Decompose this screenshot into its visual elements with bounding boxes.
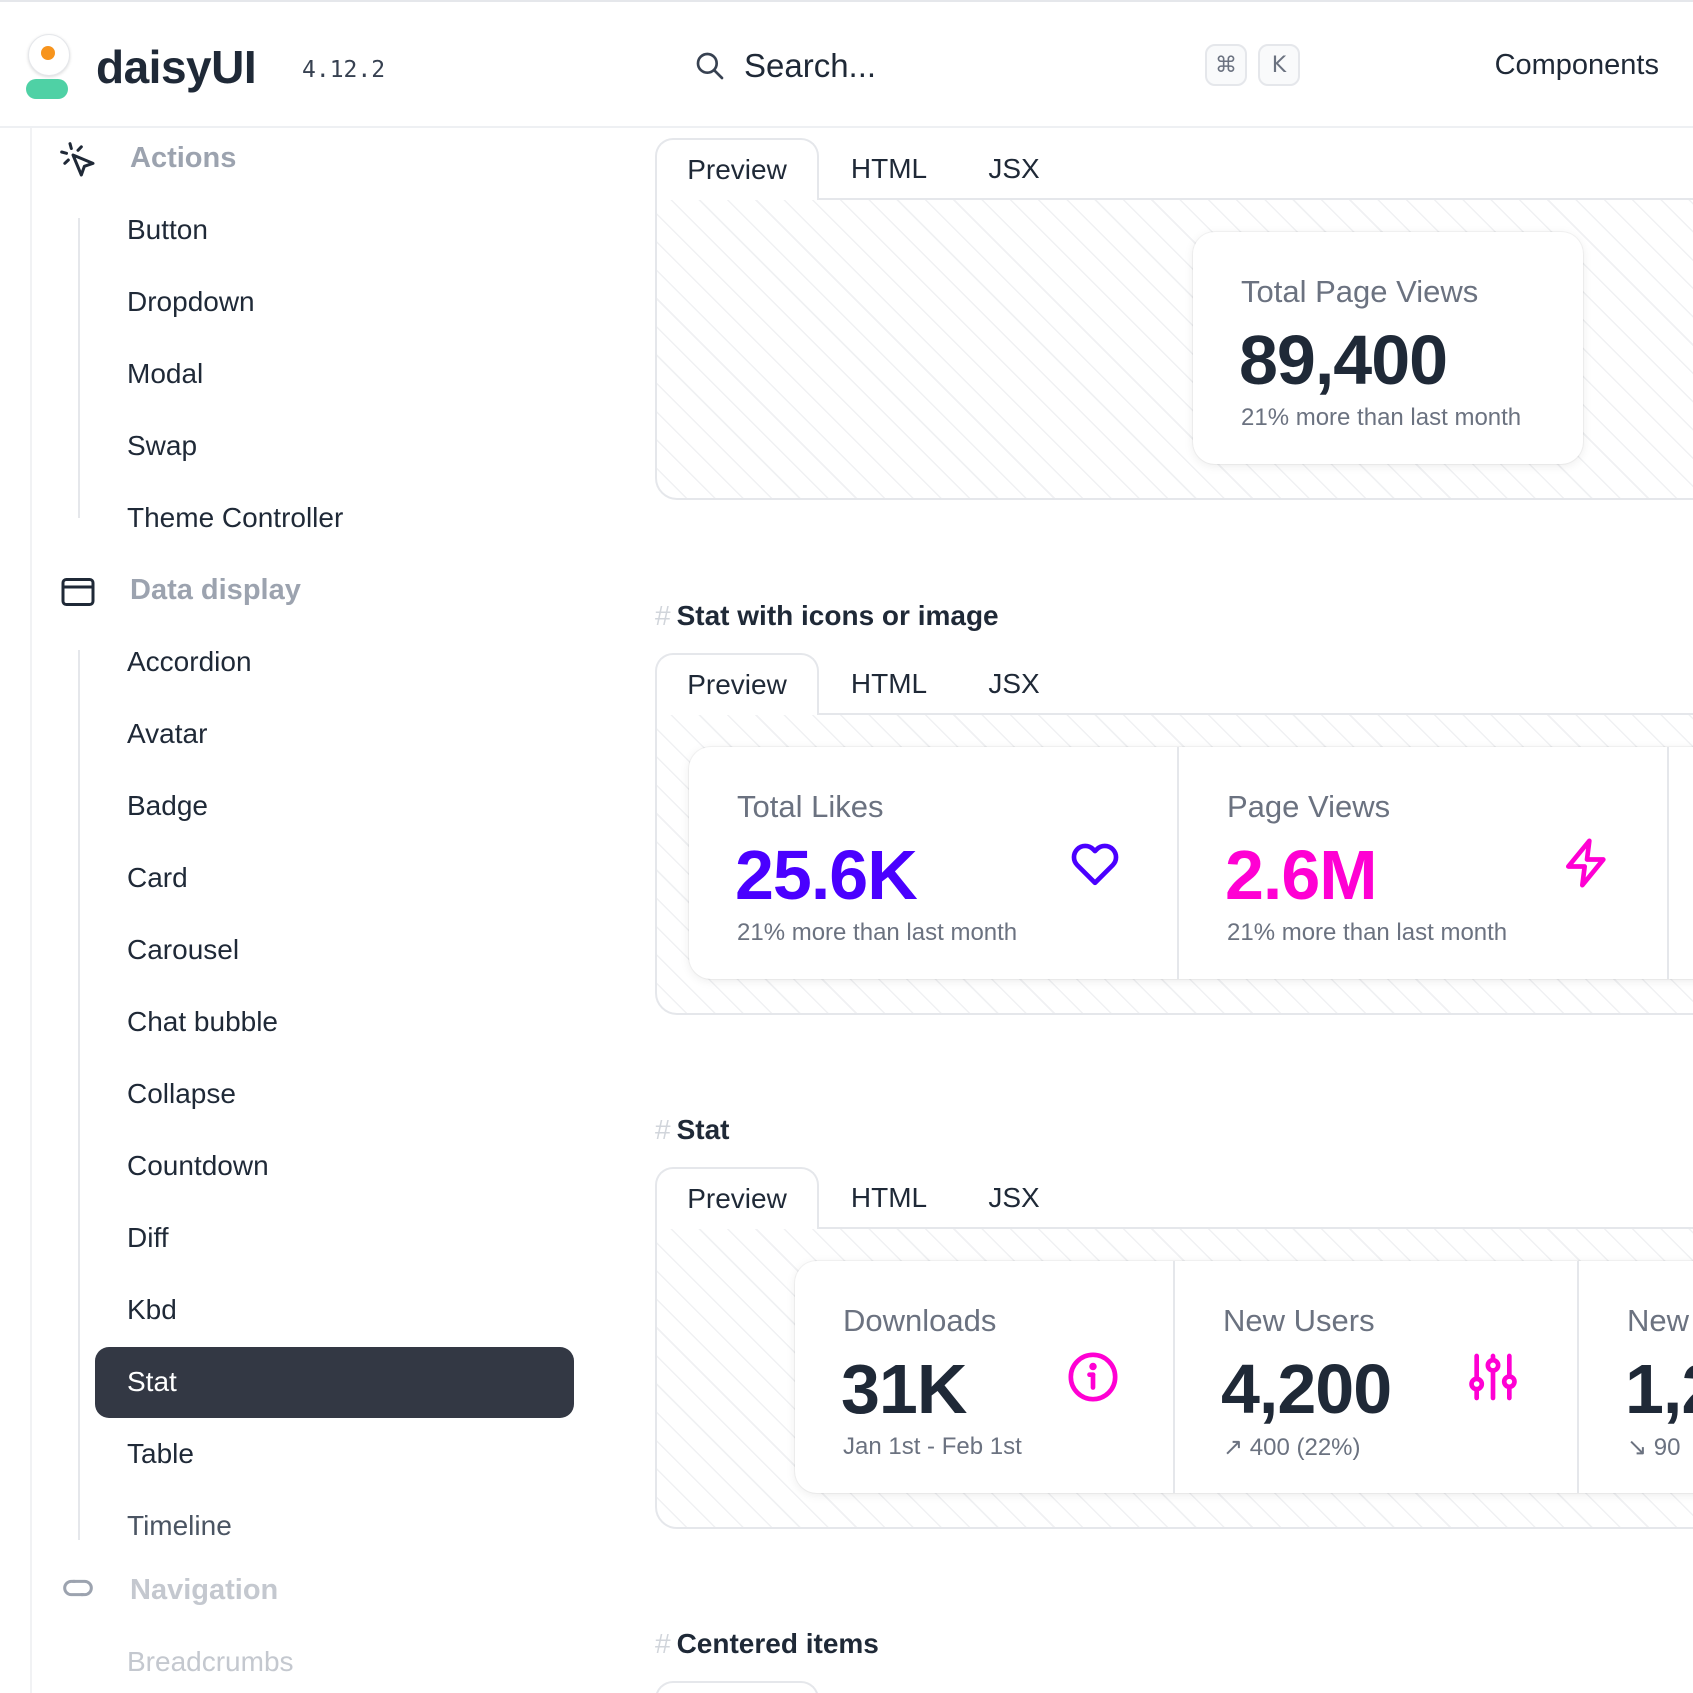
sidebar-item-card[interactable]: Card xyxy=(127,862,188,893)
stat-value: 1,2 xyxy=(1625,1350,1693,1428)
stat-desc: 21% more than last month xyxy=(737,919,1018,946)
link-icon xyxy=(63,1579,93,1597)
tab-html[interactable]: HTML xyxy=(850,1182,928,1213)
stat-desc: Jan 1st - Feb 1st xyxy=(843,1433,1022,1460)
example-block xyxy=(655,1681,1693,1693)
components-link[interactable]: Components xyxy=(1494,49,1659,81)
tab-jsx[interactable]: JSX xyxy=(988,153,1040,184)
stat-total-likes: Total Likes 25.6K 21% more than last mon… xyxy=(689,747,1177,979)
sidebar-subrail xyxy=(78,650,80,1540)
example-block: Preview HTML JSX Downloads 31K Jan 1st -… xyxy=(655,1167,1693,1529)
sidebar-group-data-display: Data display xyxy=(130,574,301,606)
sidebar-item-carousel[interactable]: Carousel xyxy=(127,934,240,965)
sidebar-item-badge[interactable]: Badge xyxy=(127,790,208,821)
sidebar-scroll-rail xyxy=(30,128,32,1693)
sidebar-item-theme-controller[interactable]: Theme Controller xyxy=(127,502,344,533)
kbd-k: K xyxy=(1258,44,1300,86)
stats-group: Downloads 31K Jan 1st - Feb 1st New User… xyxy=(795,1261,1693,1493)
stat-total-page-views: Total Page Views 89,400 21% more than la… xyxy=(1193,232,1583,464)
stat-title: Total Likes xyxy=(737,789,884,824)
tab-preview[interactable]: Preview xyxy=(655,138,819,200)
stat-title: New Users xyxy=(1223,1303,1375,1338)
brand-name[interactable]: daisyUI xyxy=(96,41,257,93)
daisyui-logo-icon[interactable] xyxy=(26,34,70,100)
stat-desc: ↘︎ 90 xyxy=(1627,1434,1681,1461)
sidebar-item-timeline[interactable]: Timeline xyxy=(127,1510,232,1541)
stat-value: 25.6K xyxy=(735,836,918,914)
cursor-click-icon xyxy=(60,142,95,177)
stat-value: 31K xyxy=(841,1350,967,1428)
tab-preview[interactable]: Preview xyxy=(655,1167,819,1229)
window-icon xyxy=(61,578,95,606)
tab-preview-partial[interactable] xyxy=(655,1681,819,1693)
search-icon xyxy=(696,52,724,80)
stat-title: New xyxy=(1627,1303,1690,1338)
tab-preview[interactable]: Preview xyxy=(655,653,819,715)
preview-area: Total Likes 25.6K 21% more than last mon… xyxy=(655,713,1693,1015)
sidebar-item-swap[interactable]: Swap xyxy=(127,430,198,461)
sidebar-item-button[interactable]: Button xyxy=(127,214,208,245)
stat-title: Total Page Views xyxy=(1241,274,1479,309)
sidebar-item-chat-bubble[interactable]: Chat bubble xyxy=(127,1006,279,1037)
sidebar-item-stat-active[interactable] xyxy=(95,1347,574,1418)
main-content: Preview HTML JSX Total Page Views 89,400… xyxy=(600,128,1693,1693)
stat-new-partial: New 1,2 ↘︎ 90 xyxy=(1577,1261,1693,1493)
stat-desc: ↗︎ 400 (22%) xyxy=(1223,1434,1361,1461)
stat-title: Downloads xyxy=(843,1303,997,1338)
stat-partial xyxy=(1667,747,1693,979)
top-navbar: daisyUI 4.12.2 ⌘ K Components xyxy=(0,0,1693,128)
sidebar-item-accordion[interactable]: Accordion xyxy=(127,646,252,677)
sidebar-item-kbd[interactable]: Kbd xyxy=(127,1294,177,1325)
stat-title: Page Views xyxy=(1227,789,1391,824)
stat-new-users: New Users 4,200 ↗︎ 400 (22%) xyxy=(1173,1261,1577,1493)
sidebar-item-breadcrumbs[interactable]: Breadcrumbs xyxy=(127,1646,294,1677)
stat-desc: 21% more than last month xyxy=(1241,404,1522,431)
sidebar-item-dropdown[interactable]: Dropdown xyxy=(127,286,255,317)
stat-value: 89,400 xyxy=(1239,321,1448,399)
bolt-icon xyxy=(1566,838,1606,888)
section-heading: # Stat xyxy=(655,1114,730,1145)
section-heading: # Stat with icons or image xyxy=(655,600,999,631)
search-input[interactable] xyxy=(744,44,1184,88)
sliders-icon xyxy=(1469,1353,1517,1401)
stat-desc: 21% more than last month xyxy=(1227,919,1508,946)
kbd-cmd: ⌘ xyxy=(1205,44,1247,86)
sidebar-item-diff[interactable]: Diff xyxy=(127,1222,169,1253)
sidebar-item-table[interactable]: Table xyxy=(127,1438,194,1469)
sidebar-group-navigation: Navigation xyxy=(130,1574,279,1606)
heart-icon xyxy=(1071,843,1119,886)
anchor-hash[interactable]: # xyxy=(655,1114,671,1145)
tab-jsx[interactable]: JSX xyxy=(988,1182,1040,1213)
stat-downloads: Downloads 31K Jan 1st - Feb 1st xyxy=(795,1261,1173,1493)
example-block: Preview HTML JSX Total Likes 25.6K 21% m… xyxy=(655,653,1693,1015)
sidebar-item-countdown[interactable]: Countdown xyxy=(127,1150,269,1181)
sidebar-item-avatar[interactable]: Avatar xyxy=(127,718,208,749)
tab-html[interactable]: HTML xyxy=(850,153,928,184)
anchor-hash[interactable]: # xyxy=(655,600,671,631)
stat-value: 4,200 xyxy=(1221,1350,1392,1428)
tab-jsx[interactable]: JSX xyxy=(988,668,1040,699)
sidebar-item-modal[interactable]: Modal xyxy=(127,358,204,389)
stat-value: 2.6M xyxy=(1225,836,1378,914)
tab-html[interactable]: HTML xyxy=(850,668,928,699)
section-heading: # Centered items xyxy=(655,1628,879,1659)
version-label[interactable]: 4.12.2 xyxy=(302,57,386,83)
sidebar-item-stat[interactable]: Stat xyxy=(127,1366,177,1397)
stat-card: Total Page Views 89,400 21% more than la… xyxy=(1193,232,1583,464)
sidebar-item-collapse[interactable]: Collapse xyxy=(127,1078,236,1109)
example-block: Preview HTML JSX Total Page Views 89,400… xyxy=(655,138,1693,500)
sidebar: Actions Button Dropdown Modal Swap Theme… xyxy=(0,128,600,1693)
sidebar-subrail xyxy=(78,218,80,518)
stat-page-views: Page Views 2.6M 21% more than last month xyxy=(1177,747,1667,979)
info-icon xyxy=(1068,1352,1118,1402)
sidebar-group-actions: Actions xyxy=(130,142,237,174)
anchor-hash[interactable]: # xyxy=(655,1628,671,1659)
preview-area: Total Page Views 89,400 21% more than la… xyxy=(655,198,1693,500)
preview-area: Downloads 31K Jan 1st - Feb 1st New User… xyxy=(655,1227,1693,1529)
stats-group: Total Likes 25.6K 21% more than last mon… xyxy=(689,747,1693,979)
